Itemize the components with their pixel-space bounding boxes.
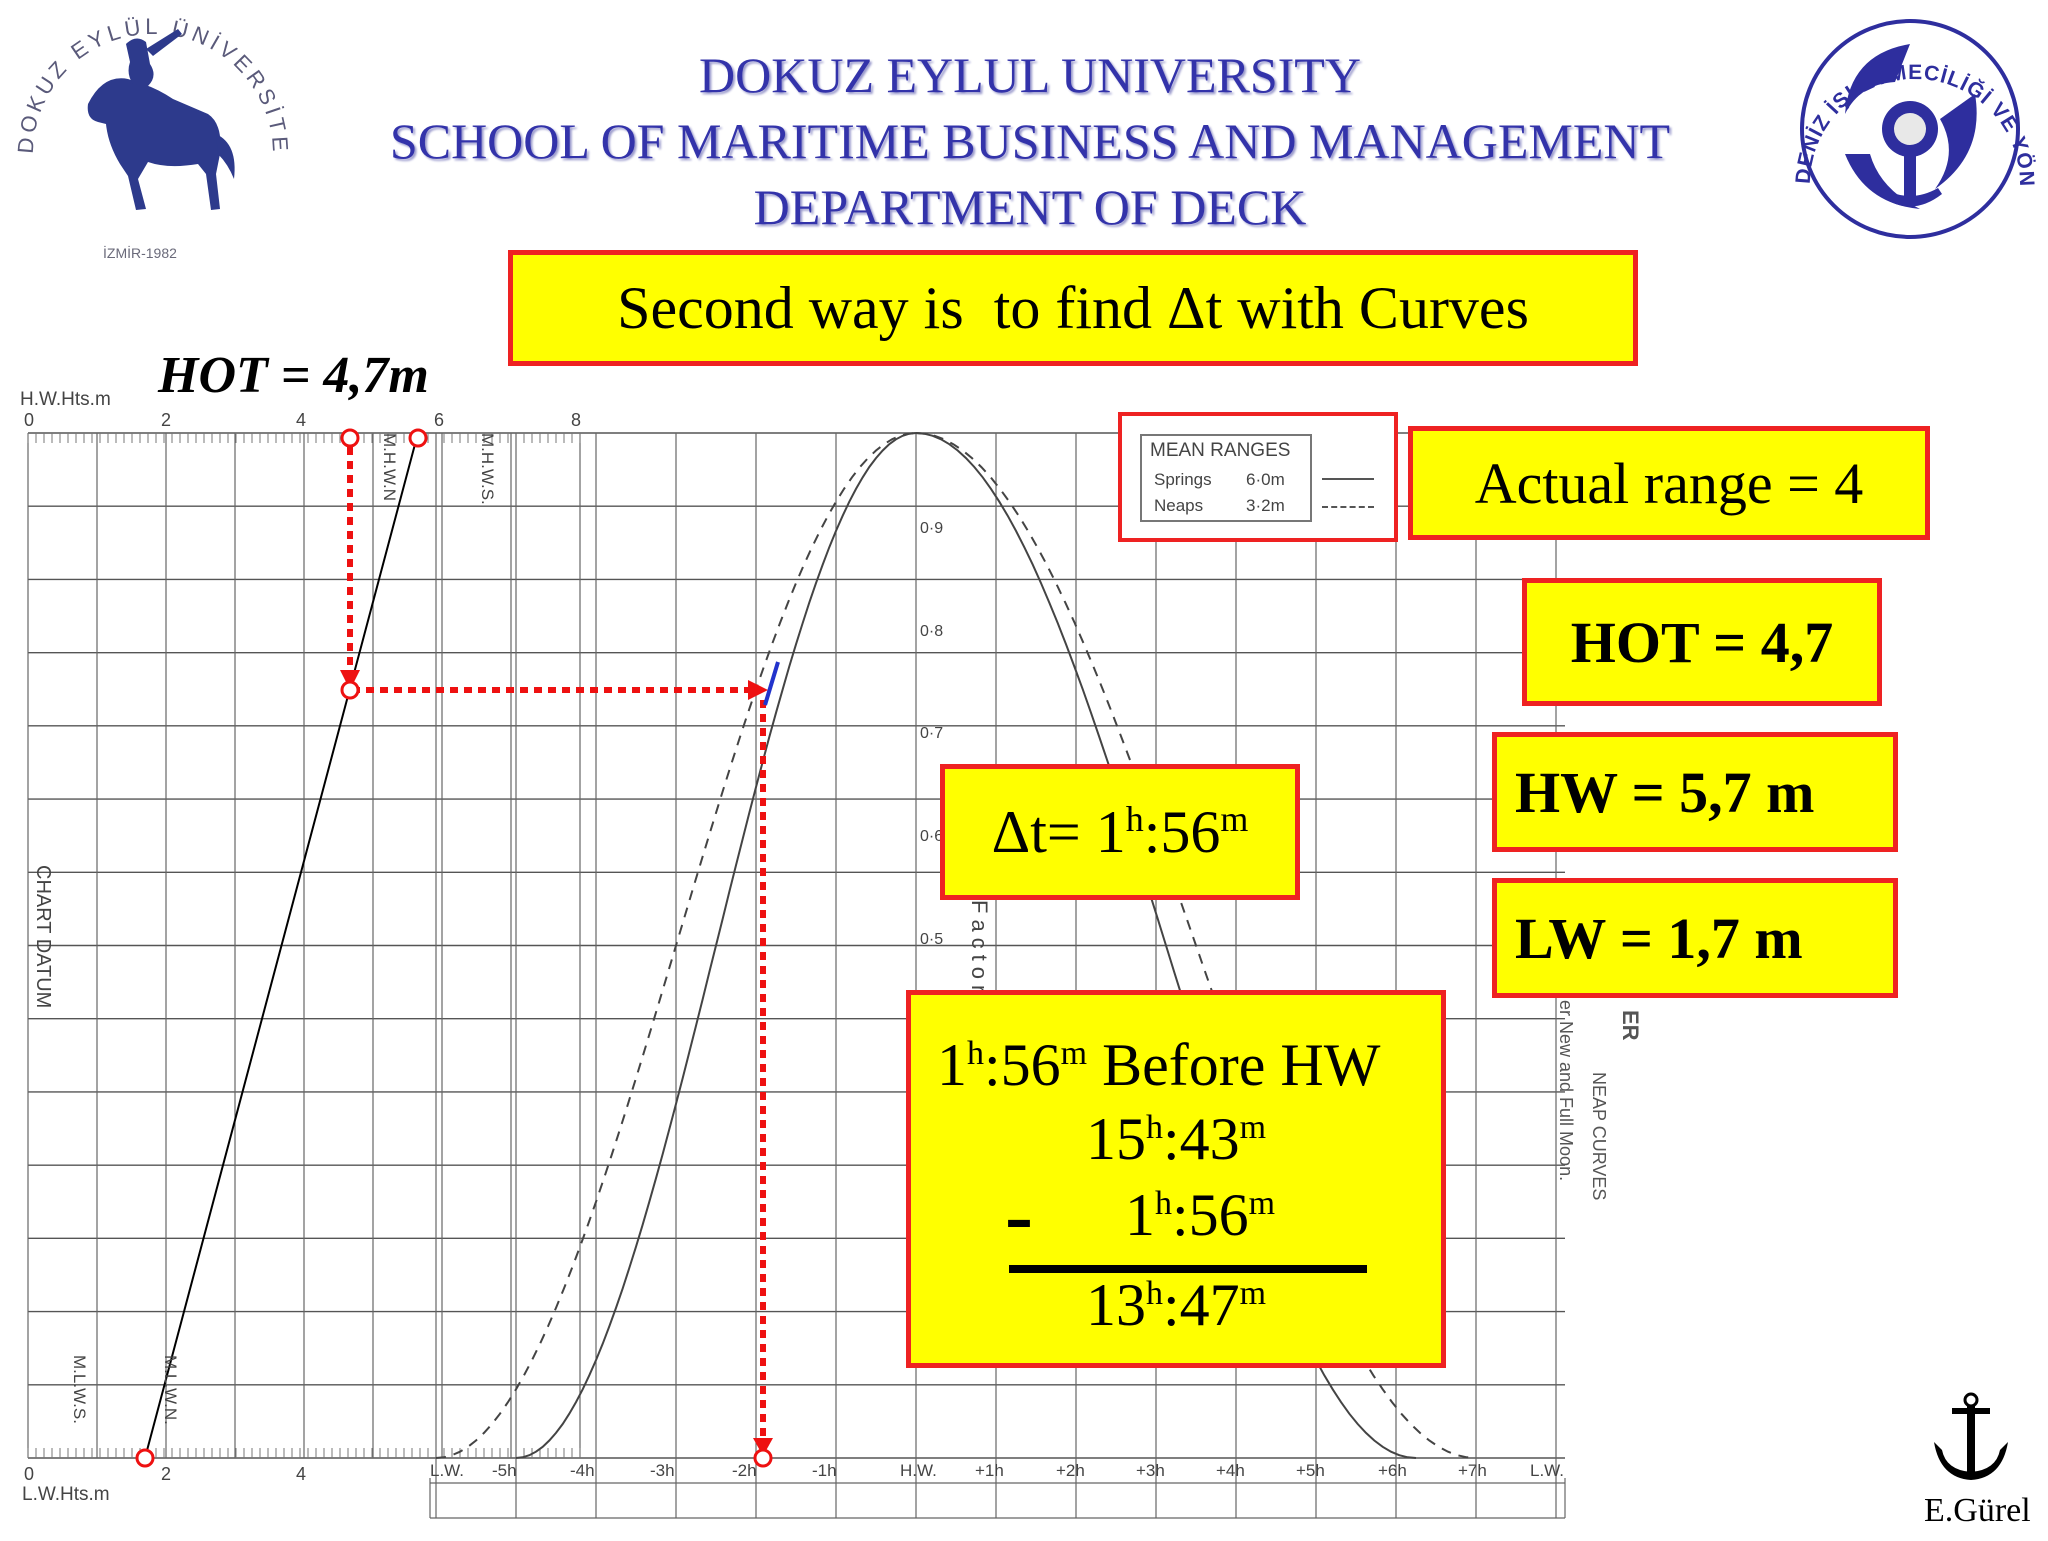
lw-heights-label: L.W.Hts.m: [22, 1484, 110, 1505]
top-tick-label: 2: [161, 410, 171, 430]
neap-curve-rising: [435, 432, 917, 1459]
calc-minus-sign: -: [1005, 1169, 1033, 1262]
calc-row-3: 1h:56m: [1125, 1182, 1276, 1248]
university-logo-year: İZMİR-1982: [103, 244, 177, 261]
legend-neaps-value: 3·2m: [1246, 496, 1285, 515]
wheel-anchor-icon: [1845, 44, 1977, 209]
factor-tick-label: 0·9: [920, 520, 943, 537]
mean-ranges-legend: MEAN RANGES Springs 6·0m Neaps 3·2m: [1118, 412, 1398, 542]
calc-rule: [1009, 1265, 1367, 1273]
time-tick-label: -4h: [570, 1461, 595, 1480]
mhws-label: M.H.W.S.: [478, 433, 497, 505]
factor-tick-label: 0·8: [920, 623, 943, 640]
school-logo: DENİZ İŞLETMECİLİĞİ VE YÖNETİMİ YÜKSEKOK…: [1761, 0, 2048, 262]
curve-intersection-marker: [763, 661, 780, 706]
legend-inner: MEAN RANGES Springs 6·0m Neaps 3·2m: [1140, 434, 1312, 522]
top-tick-label: 8: [571, 410, 581, 430]
actual-range-box: Actual range = 4: [1408, 426, 1930, 540]
spring-curve-falling: [915, 432, 1417, 1459]
time-tick-label: +3h: [1136, 1461, 1165, 1480]
factor-tick-label: 0·7: [920, 725, 943, 742]
side-text-moon: er New and Full Moon.: [1556, 1000, 1576, 1181]
range-line: [144, 432, 419, 1459]
arrow-head-down-time: [753, 1438, 773, 1456]
construction-point-marker: [753, 1448, 773, 1468]
spring-curve-rising: [515, 432, 917, 1459]
construction-point-marker: [408, 428, 428, 448]
mlws-label: M.L.W.S.: [70, 1355, 89, 1424]
arrow-head-right: [748, 680, 768, 700]
factor-tick-label: 0·6: [920, 828, 943, 845]
legend-springs: Springs: [1154, 470, 1212, 489]
legend-springs-value: 6·0m: [1246, 470, 1285, 489]
calc-row-4: 13h:47m: [1086, 1272, 1267, 1338]
header-university: DOKUZ EYLUL UNIVERSITY: [699, 47, 1361, 103]
bottom-tick-label: 0: [24, 1464, 34, 1484]
time-tick-label: +1h: [975, 1461, 1004, 1480]
time-tick-label: +2h: [1056, 1461, 1085, 1480]
neap-curve-falling: [915, 432, 1477, 1459]
mhwn-label: M.H.W.N: [380, 433, 399, 501]
title-text: Second way is to find Δt with Curves: [617, 274, 1529, 341]
side-text-er: ER: [1618, 1010, 1643, 1041]
horse-rider-icon: [87, 29, 235, 211]
time-tick-label: -2h: [732, 1461, 757, 1480]
time-tick-label: +6h: [1378, 1461, 1407, 1480]
factor-label: Factor: [967, 900, 992, 998]
author-label: E.Gürel: [1924, 1492, 2031, 1529]
hw-heights-label: H.W.Hts.m: [20, 389, 111, 410]
calc-row-1: 1h:56m Before HW: [937, 1032, 1381, 1098]
hot-box: HOT = 4,7: [1522, 578, 1882, 706]
arrow-head-down: [340, 670, 360, 690]
time-tick-label: +7h: [1458, 1461, 1487, 1480]
top-tick-label: 0: [24, 410, 34, 430]
calculation-box: 1h:56m Before HW 15h:43m - 1h:56m 13h:47…: [906, 990, 1446, 1368]
delta-t-box: Δt= 1h:56m: [940, 764, 1300, 900]
time-tick-label: +4h: [1216, 1461, 1245, 1480]
time-tick-label: H.W.: [900, 1461, 937, 1480]
time-tick-label: -5h: [492, 1461, 517, 1480]
chart-datum-label: CHART DATUM: [32, 865, 54, 1008]
legend-neaps: Neaps: [1154, 496, 1204, 515]
header-school: SCHOOL OF MARITIME BUSINESS AND MANAGEME…: [389, 113, 1671, 169]
time-tick-label: -1h: [812, 1461, 837, 1480]
time-tick-label: +5h: [1296, 1461, 1325, 1480]
anchor-icon: [1930, 1392, 2012, 1484]
time-tick-label: L.W.: [1530, 1461, 1564, 1480]
header-department: DEPARTMENT OF DECK: [753, 179, 1307, 235]
factor-tick-label: 0·5: [920, 931, 943, 948]
mlwn-label: M.L.W.N.: [161, 1355, 180, 1425]
bottom-tick-label: 2: [161, 1464, 171, 1484]
lw-box: LW = 1,7 m: [1492, 878, 1898, 998]
side-text-neap: NEAP CURVES: [1589, 1072, 1609, 1200]
construction-point-marker: [135, 1448, 155, 1468]
bottom-tick-label: 4: [296, 1464, 306, 1484]
hw-box: HW = 5,7 m: [1492, 732, 1898, 852]
time-tick-label: -3h: [650, 1461, 675, 1480]
top-tick-label: 4: [296, 410, 306, 430]
university-logo: DOKUZ EYLÜL ÜNİVERSİTESİ İZMİR-1982: [0, 0, 298, 264]
calc-row-2: 15h:43m: [1086, 1106, 1267, 1172]
title-box: Second way is to find Δt with Curves: [508, 250, 1638, 366]
legend-springs-line: [1322, 478, 1374, 480]
construction-point-marker: [340, 680, 360, 700]
construction-point-marker: [340, 428, 360, 448]
delta-t-text: Δt= 1h:56m: [991, 798, 1249, 865]
hot-label: HOT = 4,7m: [158, 347, 429, 404]
time-tick-label: L.W.: [430, 1461, 464, 1480]
legend-neaps-line: [1322, 506, 1374, 508]
top-tick-label: 6: [434, 410, 444, 430]
legend-title: MEAN RANGES: [1150, 440, 1291, 461]
